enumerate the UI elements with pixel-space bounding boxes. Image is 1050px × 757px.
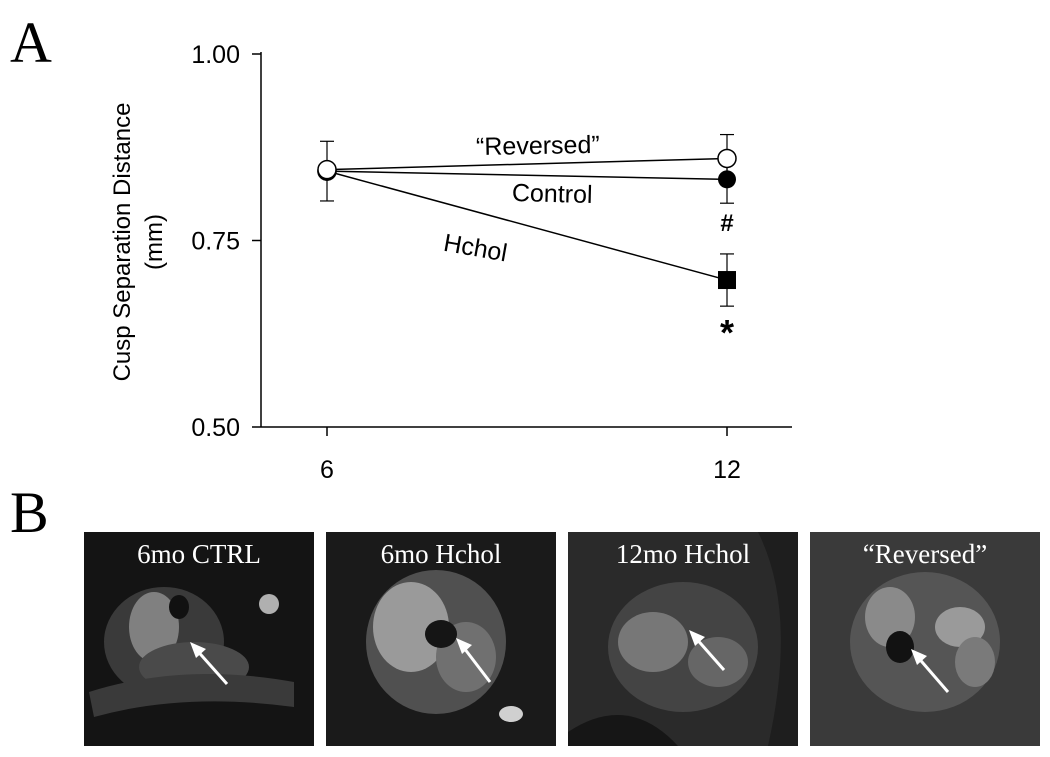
marker-control	[718, 170, 736, 189]
line-chart: 1.00 0.75 0.50 6 12 Cusp Separation Distanc…	[109, 41, 792, 484]
series-line-reversed	[326, 157, 728, 171]
axes	[260, 52, 792, 428]
series-line-control	[326, 170, 728, 181]
image-label: 6mo Hchol	[380, 539, 502, 569]
mri-image-reversed: “Reversed”	[810, 532, 1040, 746]
marker-reversed	[317, 159, 337, 180]
series-markers	[317, 148, 737, 290]
series-labels: “Reversed” Control Hchol	[441, 131, 599, 268]
panel-label-a: A	[10, 10, 52, 75]
marker-reversed	[717, 148, 737, 169]
image-label: 6mo CTRL	[137, 539, 261, 569]
y-tick-label: 0.75	[191, 228, 240, 256]
annotation-control: #	[720, 210, 733, 237]
annotations: # *	[720, 210, 734, 353]
marker-hchol	[718, 271, 736, 290]
y-axis-label-line2: (mm)	[141, 214, 168, 270]
series-label-control: Control	[512, 179, 593, 209]
mri-image-6mo-ctrl: 6mo CTRL	[84, 532, 314, 746]
series-line-hchol	[326, 170, 728, 281]
series-label-hchol: Hchol	[441, 229, 509, 268]
mri-image-12mo-hchol: 12mo Hchol	[568, 532, 798, 746]
x-tick-label: 6	[320, 456, 334, 484]
y-tick-label: 1.00	[191, 41, 240, 69]
x-tick-label: 12	[713, 456, 741, 484]
series-label-reversed: “Reversed”	[476, 131, 600, 161]
x-ticks: 6 12	[320, 427, 741, 484]
image-label: “Reversed”	[862, 539, 988, 569]
y-ticks: 1.00 0.75 0.50	[191, 41, 261, 442]
mri-image-6mo-hchol: 6mo Hchol	[326, 532, 556, 746]
annotation-hchol: *	[720, 312, 734, 353]
y-tick-label: 0.50	[191, 414, 240, 442]
series-lines	[326, 157, 728, 281]
image-label: 12mo Hchol	[615, 539, 751, 569]
y-axis-label-line1: Cusp Separation Distance	[109, 103, 136, 382]
panel-label-b: B	[10, 480, 49, 545]
